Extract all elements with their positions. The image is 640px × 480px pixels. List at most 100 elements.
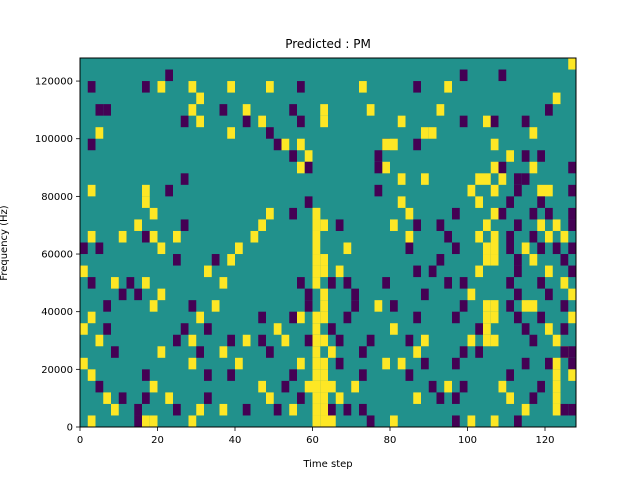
heatmap-cell-high bbox=[351, 380, 359, 393]
heatmap-cell-low bbox=[103, 323, 111, 335]
heatmap-cell-low bbox=[266, 127, 274, 139]
heatmap-cell-high bbox=[490, 300, 499, 312]
heatmap-cell-high bbox=[142, 184, 150, 197]
heatmap-cell-high bbox=[552, 219, 561, 231]
heatmap-cell-high bbox=[312, 277, 321, 289]
heatmap-cell-low bbox=[142, 369, 150, 381]
heatmap-cell-low bbox=[498, 69, 507, 82]
heatmap-cell-high bbox=[80, 265, 88, 278]
heatmap-cell-low bbox=[545, 104, 553, 116]
heatmap-cell-high bbox=[312, 357, 321, 370]
heatmap-cell-high bbox=[328, 346, 336, 358]
heatmap-cell-high bbox=[537, 219, 545, 231]
heatmap-cell-high bbox=[312, 415, 321, 427]
heatmap-cell-high bbox=[312, 242, 321, 255]
heatmap-cell-low bbox=[537, 311, 545, 324]
heatmap-cell-low bbox=[374, 184, 383, 197]
chart-title: Predicted : PM bbox=[285, 37, 371, 51]
heatmap-cell-low bbox=[196, 346, 204, 358]
heatmap-cell-low bbox=[506, 369, 514, 381]
heatmap-cell-high bbox=[320, 288, 328, 301]
heatmap-cell-high bbox=[568, 369, 576, 381]
heatmap-cell-low bbox=[568, 357, 576, 370]
heatmap-cell-high bbox=[320, 403, 328, 416]
heatmap-cell-low bbox=[529, 207, 538, 220]
y-tick-label: 120000 bbox=[35, 77, 73, 88]
heatmap-cell-high bbox=[188, 81, 197, 93]
heatmap-cell-low bbox=[568, 207, 576, 220]
heatmap-cell-low bbox=[304, 196, 313, 208]
heatmap-cell-high bbox=[390, 138, 398, 151]
heatmap-cell-high bbox=[297, 357, 305, 370]
heatmap-cell-low bbox=[374, 150, 383, 162]
heatmap-cell-low bbox=[452, 242, 460, 255]
heatmap-cell-low bbox=[204, 369, 212, 381]
heatmap-cell-high bbox=[475, 230, 483, 243]
plot-area bbox=[79, 57, 577, 428]
heatmap-cell-high bbox=[80, 357, 88, 370]
heatmap-cell-high bbox=[390, 219, 398, 231]
heatmap-cell-high bbox=[328, 380, 336, 393]
heatmap-cell-high bbox=[490, 311, 499, 324]
heatmap-cell-high bbox=[529, 300, 538, 312]
heatmap-cell-low bbox=[328, 403, 336, 416]
heatmap-cell-high bbox=[320, 334, 328, 347]
heatmap-cell-low bbox=[514, 415, 522, 427]
heatmap-cell-high bbox=[312, 311, 321, 324]
heatmap-cell-high bbox=[545, 184, 553, 197]
heatmap-cell-low bbox=[545, 288, 553, 301]
heatmap-cell-low bbox=[537, 150, 545, 162]
heatmap-cell-low bbox=[552, 242, 561, 255]
heatmap-cell-low bbox=[444, 230, 452, 243]
heatmap-cell-low bbox=[506, 300, 514, 312]
heatmap-cell-high bbox=[467, 184, 476, 197]
heatmap-cell-high bbox=[196, 311, 204, 324]
heatmap-cell-low bbox=[498, 161, 507, 174]
heatmap-cell-low bbox=[227, 369, 235, 381]
heatmap-cell-high bbox=[273, 323, 282, 335]
heatmap-cell-high bbox=[552, 392, 561, 404]
heatmap-cell-high bbox=[312, 207, 321, 220]
heatmap-cell-low bbox=[211, 254, 220, 266]
heatmap-cell-high bbox=[266, 81, 274, 93]
heatmap-cell-low bbox=[568, 219, 576, 231]
heatmap-cell-high bbox=[304, 380, 313, 393]
heatmap-cell-low bbox=[289, 150, 297, 162]
heatmap-cell-low bbox=[514, 184, 522, 197]
heatmap-cell-low bbox=[219, 104, 228, 116]
heatmap-cell-high bbox=[560, 277, 569, 289]
heatmap-cell-high bbox=[95, 127, 104, 139]
heatmap-cell-low bbox=[258, 334, 266, 347]
heatmap-cell-high bbox=[490, 230, 499, 243]
heatmap-cell-high bbox=[397, 173, 406, 185]
heatmap-cell-high bbox=[390, 415, 398, 427]
heatmap-cell-high bbox=[498, 173, 507, 185]
heatmap-cell-low bbox=[459, 277, 468, 289]
heatmap-cell-low bbox=[568, 184, 576, 197]
heatmap-cell-low bbox=[506, 242, 514, 255]
heatmap-cell-low bbox=[498, 207, 507, 220]
heatmap-cell-high bbox=[312, 369, 321, 381]
heatmap-cell-high bbox=[312, 380, 321, 393]
heatmap-cell-high bbox=[87, 369, 96, 381]
heatmap-cell-low bbox=[405, 369, 414, 381]
heatmap-cell-high bbox=[297, 138, 305, 151]
heatmap-cell-low bbox=[297, 81, 305, 93]
heatmap-cell-low bbox=[475, 323, 483, 335]
heatmap-cell-low bbox=[351, 300, 359, 312]
heatmap-cell-low bbox=[87, 81, 96, 93]
heatmap-cell-high bbox=[149, 300, 158, 312]
heatmap-cell-high bbox=[165, 392, 173, 404]
y-tick-label: 0 bbox=[67, 423, 73, 434]
heatmap-cell-low bbox=[95, 104, 104, 116]
heatmap-cell-low bbox=[452, 357, 460, 370]
heatmap-cell-low bbox=[560, 403, 569, 416]
heatmap-cell-low bbox=[521, 150, 530, 162]
heatmap-cell-low bbox=[459, 115, 468, 128]
heatmap-cell-low bbox=[180, 323, 189, 335]
heatmap-cell-low bbox=[428, 380, 437, 393]
heatmap-cell-high bbox=[312, 254, 321, 266]
heatmap-cell-high bbox=[289, 403, 297, 416]
heatmap-cell-high bbox=[436, 104, 445, 116]
heatmap-cell-low bbox=[165, 184, 173, 197]
